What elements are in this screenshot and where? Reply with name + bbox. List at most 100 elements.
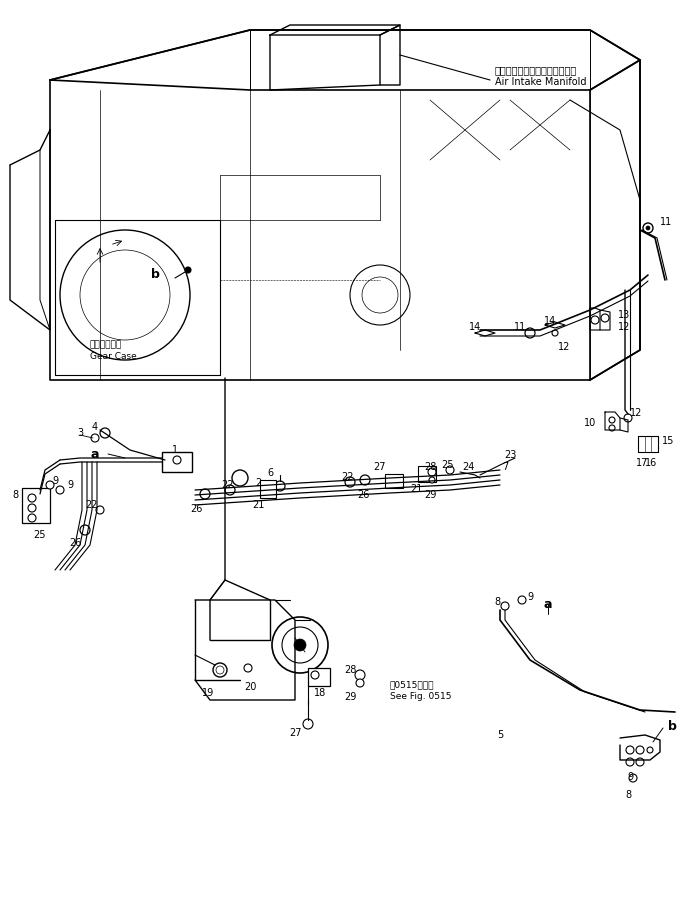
Circle shape [28,494,36,502]
Text: 1: 1 [172,445,178,455]
Text: 22: 22 [85,500,99,510]
Circle shape [213,663,227,677]
Circle shape [80,525,90,535]
Circle shape [609,425,615,431]
Bar [22,488,50,523]
Text: 9: 9 [627,772,633,782]
Bar [385,474,403,488]
Text: 28: 28 [344,665,356,675]
Bar [260,480,276,498]
Text: 15: 15 [662,436,675,446]
Text: 14: 14 [544,316,556,326]
Circle shape [232,470,248,486]
Circle shape [646,226,650,230]
Circle shape [355,670,365,680]
Circle shape [303,719,313,729]
Circle shape [28,504,36,512]
Circle shape [275,481,285,491]
Circle shape [350,265,410,325]
Circle shape [636,758,644,766]
Circle shape [96,506,104,514]
Circle shape [28,514,36,522]
Text: 25: 25 [442,460,454,470]
Circle shape [345,477,355,487]
Text: 6: 6 [267,468,273,478]
Circle shape [626,758,634,766]
Circle shape [629,774,637,782]
Text: 26: 26 [69,538,81,548]
Circle shape [272,617,328,673]
Text: 第0515図参照: 第0515図参照 [390,680,435,689]
Circle shape [244,664,252,672]
Text: 26: 26 [357,490,369,500]
Text: 21: 21 [251,500,264,510]
Circle shape [552,330,558,336]
Text: 8: 8 [12,490,18,500]
Text: 18: 18 [314,688,326,698]
Circle shape [636,746,644,754]
Circle shape [429,477,435,483]
Circle shape [601,314,609,322]
Text: 5: 5 [497,730,503,740]
Circle shape [518,596,526,604]
Circle shape [60,230,190,360]
Text: 2: 2 [255,478,261,488]
Circle shape [501,602,509,610]
Circle shape [643,223,653,233]
Text: ギヤーケース: ギヤーケース [90,340,122,349]
Circle shape [647,747,653,753]
Text: 28: 28 [424,462,436,472]
Text: 8: 8 [494,597,500,607]
Text: 23: 23 [504,450,516,460]
Circle shape [100,428,110,438]
Text: 11: 11 [660,217,672,227]
Circle shape [56,486,64,494]
Circle shape [428,468,436,476]
Text: 12: 12 [630,408,642,418]
Text: 20: 20 [244,682,256,692]
Circle shape [294,639,306,651]
Text: 19: 19 [202,688,214,698]
Text: See Fig. 0515: See Fig. 0515 [390,692,451,701]
Text: 3: 3 [77,428,83,438]
Text: 11: 11 [514,322,526,332]
Circle shape [282,627,318,663]
Text: 9: 9 [527,592,533,602]
Text: 9: 9 [67,480,73,490]
Circle shape [91,434,99,442]
Circle shape [362,277,398,313]
Text: 12: 12 [618,322,630,332]
Circle shape [311,671,319,679]
Text: 22: 22 [342,472,354,482]
Bar [418,466,436,482]
Bar [308,668,330,686]
Circle shape [591,316,599,324]
Circle shape [200,489,210,499]
Circle shape [216,666,224,674]
Text: 16: 16 [645,458,657,468]
Circle shape [626,746,634,754]
Circle shape [360,475,370,485]
Circle shape [185,267,191,273]
Text: 27: 27 [289,728,301,738]
Text: a: a [544,598,553,611]
Circle shape [356,679,364,687]
Text: 8: 8 [625,790,631,800]
Text: 21: 21 [410,484,422,494]
Text: 25: 25 [34,530,46,540]
Circle shape [446,466,454,474]
Text: 24: 24 [462,462,474,472]
Text: 7: 7 [502,462,508,472]
Text: Air Intake Manifold: Air Intake Manifold [495,77,586,87]
Text: 27: 27 [373,462,387,472]
Circle shape [525,328,535,338]
Text: 14: 14 [469,322,481,332]
Circle shape [173,456,181,464]
Text: 29: 29 [344,692,356,702]
Text: Gear Case: Gear Case [90,352,136,361]
Text: 9: 9 [52,476,58,486]
Text: 22: 22 [222,480,234,490]
Text: b: b [151,268,159,281]
Text: 17: 17 [636,458,648,468]
Text: 13: 13 [618,310,630,320]
